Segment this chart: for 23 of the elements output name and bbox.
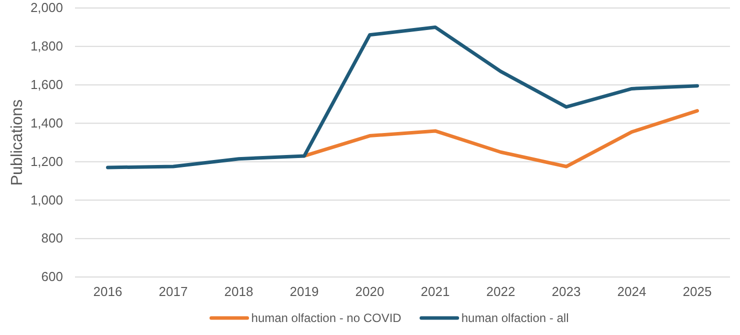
y-tick-label: 2,000 (30, 0, 63, 16)
y-tick-label: 1,600 (30, 77, 63, 92)
x-tick-label: 2024 (617, 284, 646, 300)
x-tick-label: 2025 (682, 284, 712, 300)
legend-label: human olfaction - no COVID (251, 311, 402, 325)
x-tick-label: 2021 (420, 284, 450, 300)
y-tick-label: 1,200 (30, 154, 63, 169)
x-tick-label: 2022 (486, 284, 516, 300)
legend-label: human olfaction - all (461, 311, 569, 325)
x-tick-label: 2016 (93, 284, 122, 300)
y-tick-label: 600 (41, 269, 63, 284)
x-tick-label: 2018 (224, 284, 254, 300)
x-tick-label: 2020 (355, 284, 384, 300)
y-tick-label: 800 (41, 230, 63, 246)
x-tick-label: 2019 (290, 284, 319, 300)
line-series (302, 109, 699, 168)
line-series (106, 25, 699, 170)
y-tick-label: 1,400 (30, 115, 63, 130)
y-axis-title: Publications (9, 99, 26, 186)
y-tick-label: 1,800 (30, 38, 63, 54)
x-tick-label: 2017 (158, 284, 188, 300)
y-tick-label: 1,000 (30, 192, 63, 208)
x-tick-label: 2023 (552, 284, 581, 300)
